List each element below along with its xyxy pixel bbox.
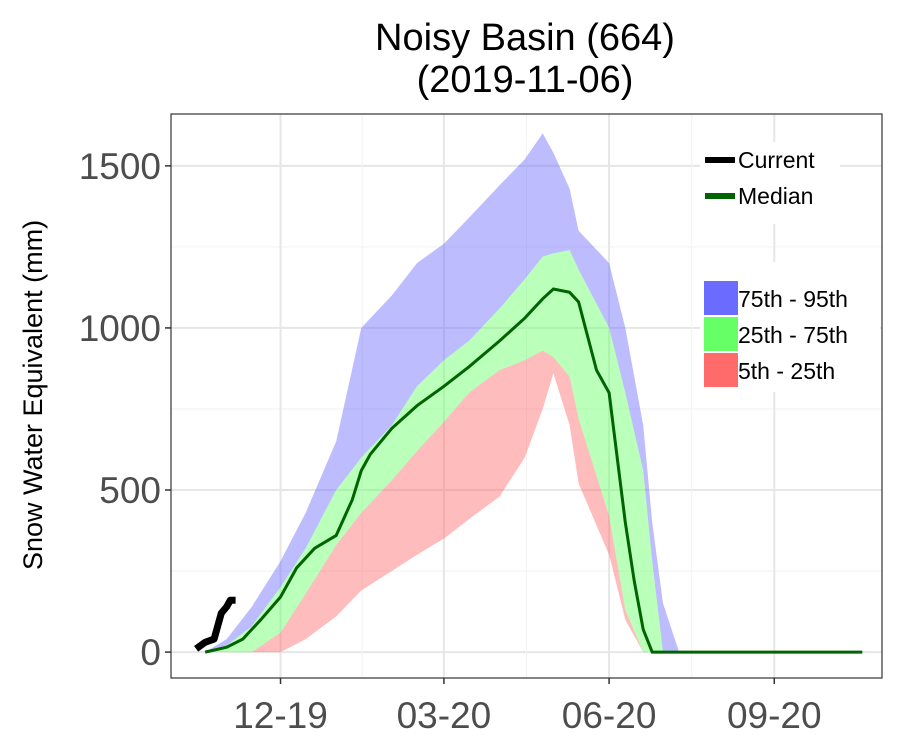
y-tick-label-3: 1500 — [79, 146, 161, 187]
median-line — [204, 287, 863, 654]
legend-lines-box — [700, 142, 840, 224]
chart-subtitle: (2019-11-06) — [417, 59, 634, 101]
legend-bands: 75th - 95th 25th - 75th 5th - 25th — [700, 262, 880, 392]
legend-label-25-75: 25th - 75th — [738, 322, 848, 348]
y-axis-label: Snow Water Equivalent (mm) — [18, 220, 48, 570]
legend-label-75-95: 75th - 95th — [738, 286, 848, 312]
x-tick-label-0: 12-19 — [233, 695, 328, 736]
current-line — [194, 596, 236, 652]
legend-swatch-5-25 — [704, 353, 738, 387]
plot-border — [170, 113, 883, 679]
x-axis: 12-19 03-20 06-20 09-20 — [233, 678, 822, 736]
x-tick-label-3: 09-20 — [727, 695, 822, 736]
chart-title: Noisy Basin (664) — [375, 17, 675, 59]
x-tick-label-1: 03-20 — [397, 695, 492, 736]
series-lines — [194, 287, 863, 654]
band-75-95 — [205, 133, 863, 653]
legend-swatch-25-75 — [704, 317, 738, 351]
x-tick-label-2: 06-20 — [562, 695, 657, 736]
legend-label-current: Current — [738, 147, 815, 173]
legend-label-median: Median — [738, 183, 813, 209]
y-tick-label-2: 1000 — [79, 308, 161, 349]
y-tick-label-1: 500 — [99, 470, 161, 511]
legend-label-5-25: 5th - 25th — [738, 358, 835, 384]
legend-swatch-75-95 — [704, 281, 738, 315]
y-tick-label-0: 0 — [140, 632, 161, 673]
y-axis: 0 500 1000 1500 — [79, 146, 171, 673]
legend-lines: Current Median — [700, 142, 840, 224]
band-5-25 — [205, 350, 863, 653]
percentile-bands — [205, 133, 863, 653]
band-25-75 — [205, 250, 863, 653]
